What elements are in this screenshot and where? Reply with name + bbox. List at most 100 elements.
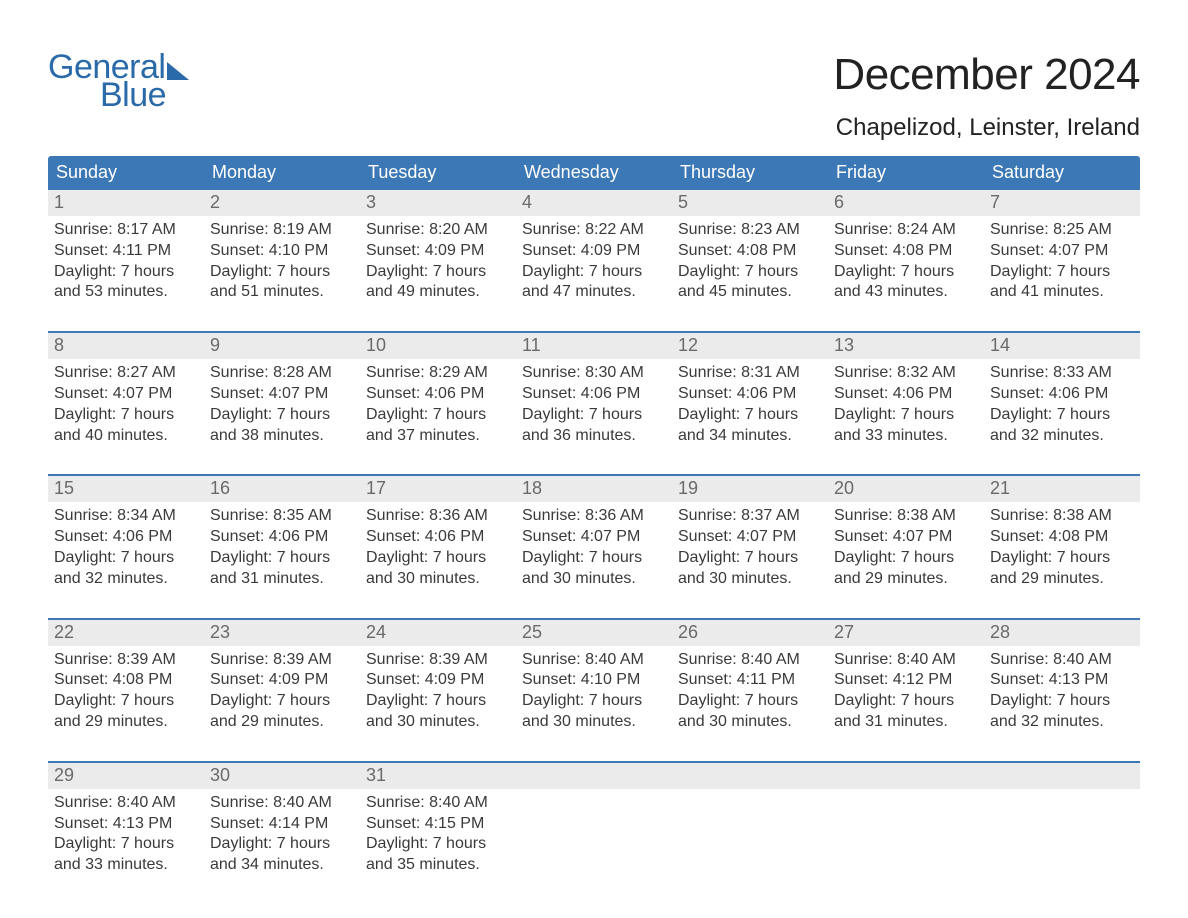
sunrise-line: Sunrise: 8:37 AM [678, 506, 822, 527]
day-number: 11 [516, 333, 672, 359]
sunrise-line: Sunrise: 8:32 AM [834, 363, 978, 384]
sunset-line: Sunset: 4:09 PM [522, 241, 666, 262]
calendar-day: 15Sunrise: 8:34 AMSunset: 4:06 PMDayligh… [48, 476, 204, 595]
daylight-line-2: and 32 minutes. [54, 569, 198, 590]
day-number: 14 [984, 333, 1140, 359]
dow-saturday: Saturday [984, 156, 1140, 190]
brand-logo: General Blue [48, 50, 189, 112]
sunset-line: Sunset: 4:08 PM [834, 241, 978, 262]
calendar-day: 8Sunrise: 8:27 AMSunset: 4:07 PMDaylight… [48, 333, 204, 452]
sunrise-line: Sunrise: 8:31 AM [678, 363, 822, 384]
daylight-line-1: Daylight: 7 hours [210, 405, 354, 426]
daylight-line-1: Daylight: 7 hours [366, 262, 510, 283]
daylight-line-2: and 32 minutes. [990, 712, 1134, 733]
week-row: 15Sunrise: 8:34 AMSunset: 4:06 PMDayligh… [48, 474, 1140, 595]
calendar-day: 23Sunrise: 8:39 AMSunset: 4:09 PMDayligh… [204, 620, 360, 739]
calendar-day: 9Sunrise: 8:28 AMSunset: 4:07 PMDaylight… [204, 333, 360, 452]
dow-thursday: Thursday [672, 156, 828, 190]
day-number: 28 [984, 620, 1140, 646]
daylight-line-2: and 31 minutes. [210, 569, 354, 590]
sunrise-line: Sunrise: 8:20 AM [366, 220, 510, 241]
daylight-line-2: and 51 minutes. [210, 282, 354, 303]
daylight-line-1: Daylight: 7 hours [54, 405, 198, 426]
daylight-line-1: Daylight: 7 hours [834, 262, 978, 283]
day-number: 30 [204, 763, 360, 789]
dow-friday: Friday [828, 156, 984, 190]
daylight-line-2: and 49 minutes. [366, 282, 510, 303]
daylight-line-2: and 33 minutes. [54, 855, 198, 876]
daylight-line-1: Daylight: 7 hours [366, 548, 510, 569]
day-number: 17 [360, 476, 516, 502]
calendar-day: 16Sunrise: 8:35 AMSunset: 4:06 PMDayligh… [204, 476, 360, 595]
day-number: 24 [360, 620, 516, 646]
daylight-line-1: Daylight: 7 hours [678, 405, 822, 426]
daylight-line-2: and 32 minutes. [990, 426, 1134, 447]
sunrise-line: Sunrise: 8:29 AM [366, 363, 510, 384]
day-number: 21 [984, 476, 1140, 502]
sunset-line: Sunset: 4:07 PM [54, 384, 198, 405]
daylight-line-1: Daylight: 7 hours [210, 262, 354, 283]
day-body: Sunrise: 8:29 AMSunset: 4:06 PMDaylight:… [360, 359, 516, 452]
day-body: Sunrise: 8:40 AMSunset: 4:11 PMDaylight:… [672, 646, 828, 739]
sunset-line: Sunset: 4:13 PM [990, 670, 1134, 691]
calendar-day: 25Sunrise: 8:40 AMSunset: 4:10 PMDayligh… [516, 620, 672, 739]
day-body: Sunrise: 8:17 AMSunset: 4:11 PMDaylight:… [48, 216, 204, 309]
daylight-line-1: Daylight: 7 hours [990, 548, 1134, 569]
calendar-day: 6Sunrise: 8:24 AMSunset: 4:08 PMDaylight… [828, 190, 984, 309]
sunset-line: Sunset: 4:15 PM [366, 814, 510, 835]
daylight-line-1: Daylight: 7 hours [834, 405, 978, 426]
brand-word2: Blue [100, 78, 189, 112]
day-body: Sunrise: 8:39 AMSunset: 4:09 PMDaylight:… [360, 646, 516, 739]
sunset-line: Sunset: 4:06 PM [834, 384, 978, 405]
calendar-day: 31Sunrise: 8:40 AMSunset: 4:15 PMDayligh… [360, 763, 516, 882]
sunrise-line: Sunrise: 8:27 AM [54, 363, 198, 384]
day-body: Sunrise: 8:19 AMSunset: 4:10 PMDaylight:… [204, 216, 360, 309]
week-row: 1Sunrise: 8:17 AMSunset: 4:11 PMDaylight… [48, 190, 1140, 309]
daylight-line-1: Daylight: 7 hours [522, 691, 666, 712]
day-body: Sunrise: 8:35 AMSunset: 4:06 PMDaylight:… [204, 502, 360, 595]
dow-monday: Monday [204, 156, 360, 190]
sunset-line: Sunset: 4:09 PM [366, 241, 510, 262]
daylight-line-1: Daylight: 7 hours [522, 548, 666, 569]
day-number: 26 [672, 620, 828, 646]
daylight-line-1: Daylight: 7 hours [210, 548, 354, 569]
sunset-line: Sunset: 4:08 PM [990, 527, 1134, 548]
sunset-line: Sunset: 4:07 PM [522, 527, 666, 548]
sunset-line: Sunset: 4:10 PM [210, 241, 354, 262]
month-title: December 2024 [833, 50, 1140, 100]
day-body: Sunrise: 8:40 AMSunset: 4:13 PMDaylight:… [984, 646, 1140, 739]
calendar-day: 20Sunrise: 8:38 AMSunset: 4:07 PMDayligh… [828, 476, 984, 595]
day-body: Sunrise: 8:40 AMSunset: 4:12 PMDaylight:… [828, 646, 984, 739]
sunrise-line: Sunrise: 8:39 AM [210, 650, 354, 671]
day-number: 13 [828, 333, 984, 359]
daylight-line-1: Daylight: 7 hours [366, 691, 510, 712]
sunset-line: Sunset: 4:06 PM [990, 384, 1134, 405]
day-number: 3 [360, 190, 516, 216]
sunrise-line: Sunrise: 8:40 AM [834, 650, 978, 671]
daylight-line-2: and 38 minutes. [210, 426, 354, 447]
dow-wednesday: Wednesday [516, 156, 672, 190]
title-block: December 2024 Chapelizod, Leinster, Irel… [833, 50, 1140, 142]
dow-tuesday: Tuesday [360, 156, 516, 190]
day-body: Sunrise: 8:36 AMSunset: 4:06 PMDaylight:… [360, 502, 516, 595]
sunset-line: Sunset: 4:13 PM [54, 814, 198, 835]
day-body: Sunrise: 8:37 AMSunset: 4:07 PMDaylight:… [672, 502, 828, 595]
sunset-line: Sunset: 4:06 PM [678, 384, 822, 405]
sunrise-line: Sunrise: 8:34 AM [54, 506, 198, 527]
daylight-line-2: and 29 minutes. [834, 569, 978, 590]
day-body: Sunrise: 8:27 AMSunset: 4:07 PMDaylight:… [48, 359, 204, 452]
day-body: Sunrise: 8:40 AMSunset: 4:14 PMDaylight:… [204, 789, 360, 882]
daylight-line-1: Daylight: 7 hours [678, 691, 822, 712]
calendar-day: 2Sunrise: 8:19 AMSunset: 4:10 PMDaylight… [204, 190, 360, 309]
sunrise-line: Sunrise: 8:40 AM [990, 650, 1134, 671]
day-number: 20 [828, 476, 984, 502]
dow-sunday: Sunday [48, 156, 204, 190]
daylight-line-2: and 31 minutes. [834, 712, 978, 733]
day-body [672, 789, 828, 799]
daylight-line-2: and 34 minutes. [678, 426, 822, 447]
sunrise-line: Sunrise: 8:40 AM [366, 793, 510, 814]
day-body: Sunrise: 8:28 AMSunset: 4:07 PMDaylight:… [204, 359, 360, 452]
day-body: Sunrise: 8:40 AMSunset: 4:10 PMDaylight:… [516, 646, 672, 739]
day-body: Sunrise: 8:31 AMSunset: 4:06 PMDaylight:… [672, 359, 828, 452]
day-number: 25 [516, 620, 672, 646]
